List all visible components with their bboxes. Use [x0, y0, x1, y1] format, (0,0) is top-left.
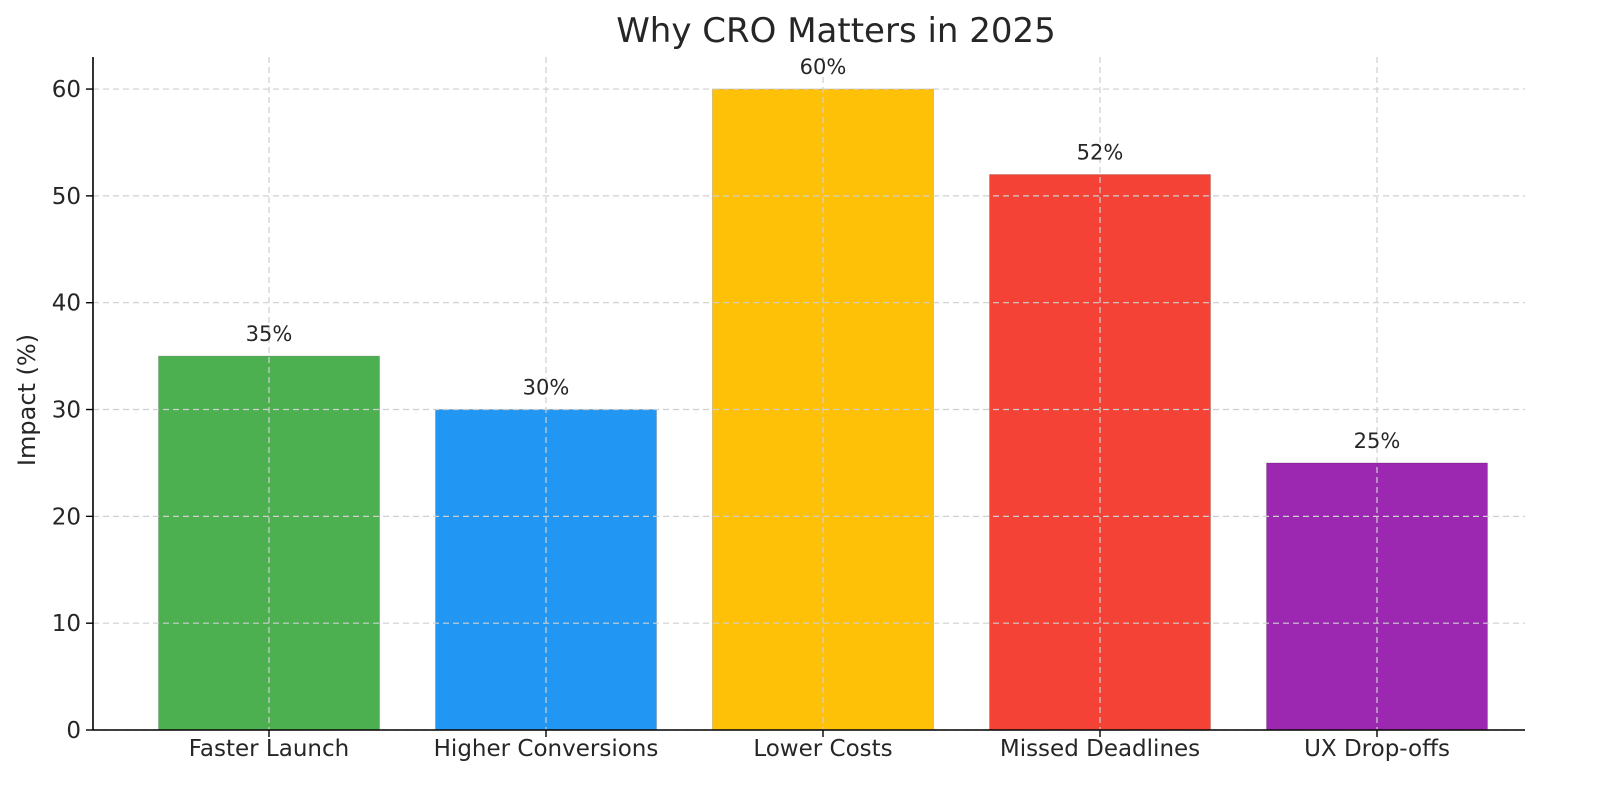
x-tick-label: Faster Launch	[189, 736, 349, 762]
bar-value-label: 60%	[800, 55, 847, 79]
y-tick-label: 20	[52, 504, 81, 530]
bar-value-label: 30%	[523, 376, 570, 400]
y-tick-label: 50	[52, 184, 81, 210]
y-tick-label: 10	[52, 611, 81, 637]
x-tick-label: UX Drop-offs	[1304, 736, 1450, 762]
y-axis-label: Impact (%)	[13, 334, 41, 466]
labels: 0 10 20 30 40 50 60 Faster Launch 35% Higher Conv…	[52, 55, 1450, 762]
bar-value-label: 25%	[1354, 429, 1401, 453]
chart-title: Why CRO Matters in 2025	[616, 11, 1056, 51]
x-tick-label: Lower Costs	[753, 736, 892, 762]
y-tick-label: 60	[52, 77, 81, 103]
axes	[86, 57, 1525, 737]
x-tick-label: Missed Deadlines	[1000, 736, 1200, 762]
bar-value-label: 35%	[246, 322, 293, 346]
y-tick-label: 30	[52, 398, 81, 424]
bar-value-label: 52%	[1077, 141, 1124, 165]
x-tick-label: Higher Conversions	[434, 736, 659, 762]
y-tick-label: 0	[66, 718, 81, 744]
y-tick-label: 40	[52, 291, 81, 317]
